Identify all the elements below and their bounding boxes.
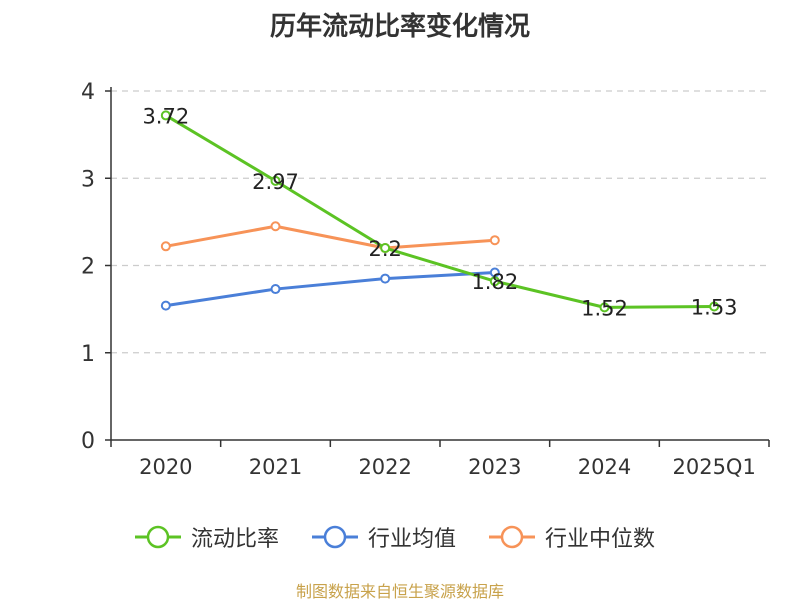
data-point (270, 175, 281, 186)
x-tick-label: 2021 (249, 455, 302, 479)
legend: 流动比率 行业均值 行业中位数 (0, 520, 800, 554)
y-tick-label: 4 (81, 80, 95, 105)
series-line-1 (165, 270, 495, 308)
chart-title: 历年流动比率变化情况 (269, 12, 530, 42)
data-point (599, 302, 610, 313)
data-point (160, 241, 171, 252)
series-lines (160, 110, 720, 313)
legend-label: 行业均值 (368, 527, 457, 552)
x-tick-label: 2022 (358, 455, 411, 479)
legend-item[interactable]: 行业均值 (310, 520, 456, 554)
data-point (380, 273, 391, 284)
axes: 0 1 2 3 4 2020 2021 2022 2023 2024 2025Q1 (81, 80, 770, 479)
data-point (709, 301, 720, 312)
y-tick-label: 0 (81, 429, 95, 454)
legend-label: 流动比率 (191, 527, 280, 552)
series-line-2 (165, 224, 495, 250)
data-label: 1.53 (691, 296, 738, 320)
data-point (489, 276, 500, 287)
data-point (489, 235, 500, 246)
data-label: 1.82 (471, 270, 518, 294)
x-tick-label: 2020 (139, 455, 192, 479)
x-tick-label: 2023 (468, 455, 521, 479)
legend-item[interactable]: 流动比率 (133, 520, 279, 554)
data-point (160, 300, 171, 311)
data-label: 3.72 (142, 104, 189, 128)
data-labels: 3.72 2.97 2.2 1.82 1.52 1.53 (142, 104, 737, 320)
grid-lines (111, 90, 769, 354)
legend-label: 行业中位数 (545, 527, 656, 552)
source-note: 制图数据来自恒生聚源数据库 (295, 582, 504, 601)
legend-marker-icon (135, 525, 181, 549)
legend-item[interactable]: 行业中位数 (487, 520, 655, 554)
y-tick-label: 1 (81, 342, 95, 367)
data-label: 2.97 (252, 170, 299, 194)
legend-marker-icon (489, 525, 535, 549)
data-point (270, 221, 281, 232)
data-point (160, 110, 171, 121)
data-point (270, 284, 281, 295)
legend-marker-icon (312, 525, 358, 549)
series-line-0 (165, 114, 715, 309)
y-tick-label: 2 (81, 255, 95, 280)
x-tick-label: 2024 (578, 455, 631, 479)
data-point (380, 243, 391, 254)
data-label: 1.52 (581, 296, 628, 320)
data-label: 2.2 (368, 237, 401, 261)
y-tick-label: 3 (81, 167, 95, 192)
x-tick-label: 2025Q1 (672, 455, 755, 479)
